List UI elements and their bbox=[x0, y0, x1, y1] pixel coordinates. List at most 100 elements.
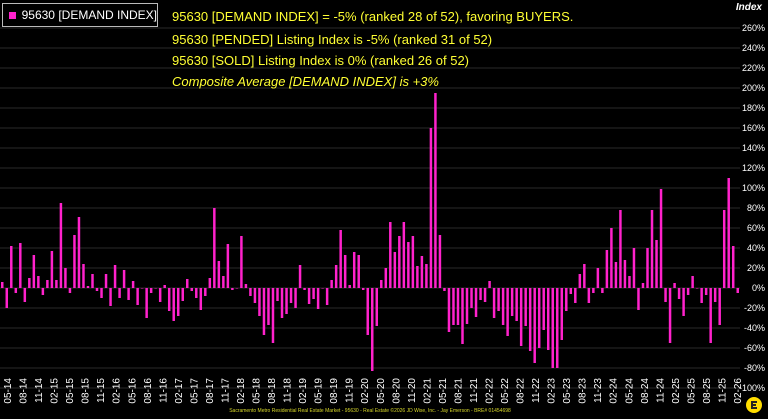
bar bbox=[443, 288, 446, 291]
bar bbox=[501, 288, 505, 325]
x-tick-label: 08-15 bbox=[81, 378, 92, 404]
bar bbox=[222, 276, 225, 288]
x-tick-label: 05-21 bbox=[438, 378, 449, 404]
bar bbox=[5, 288, 9, 308]
bar bbox=[267, 288, 270, 325]
bar bbox=[330, 280, 333, 288]
bar bbox=[217, 261, 221, 288]
x-tick-label: 08-23 bbox=[578, 378, 589, 404]
bar bbox=[556, 288, 559, 368]
bar bbox=[167, 288, 171, 311]
legend: 95630 [DEMAND INDEX] bbox=[2, 3, 158, 27]
y-tick-label: -60% bbox=[744, 343, 765, 353]
y-tick-label: 20% bbox=[747, 263, 765, 273]
bar bbox=[371, 288, 374, 371]
bar bbox=[127, 288, 130, 300]
bar bbox=[213, 208, 216, 288]
bar bbox=[86, 286, 90, 288]
bar bbox=[244, 284, 248, 288]
bar bbox=[334, 265, 338, 288]
x-tick-label: 05-19 bbox=[314, 378, 325, 404]
x-tick-label: 11-17 bbox=[220, 378, 231, 403]
bar bbox=[614, 262, 618, 288]
bar bbox=[131, 281, 135, 288]
y-tick-label: -100% bbox=[739, 383, 765, 393]
bar bbox=[479, 288, 482, 300]
bar bbox=[542, 288, 545, 330]
bar bbox=[704, 288, 708, 295]
x-tick-label: 05-16 bbox=[127, 378, 138, 404]
bar bbox=[316, 288, 320, 309]
bar bbox=[276, 288, 279, 301]
bar bbox=[195, 288, 198, 298]
bar bbox=[208, 278, 212, 288]
bar bbox=[722, 210, 726, 288]
sold-index-note: 95630 [SOLD] Listing Index is 0% (ranked… bbox=[172, 53, 470, 68]
bar bbox=[325, 288, 329, 305]
bar bbox=[700, 288, 703, 303]
bar bbox=[59, 203, 63, 288]
bar bbox=[664, 288, 667, 302]
x-tick-label: 11-23 bbox=[593, 378, 604, 403]
bar bbox=[361, 288, 365, 290]
demand-index-note: 95630 [DEMAND INDEX] = -5% (ranked 28 of… bbox=[172, 9, 574, 24]
bar bbox=[294, 288, 297, 308]
bar bbox=[736, 288, 739, 293]
bar bbox=[28, 278, 31, 288]
x-tick-label: 05-20 bbox=[376, 378, 387, 404]
x-tick-label: 05-23 bbox=[562, 378, 573, 404]
y-tick-label: 260% bbox=[742, 23, 765, 33]
bar bbox=[77, 217, 81, 288]
x-tick-label: 05-17 bbox=[189, 378, 200, 404]
y-tick-label: -80% bbox=[744, 363, 765, 373]
y-tick-label: 160% bbox=[742, 123, 765, 133]
bar bbox=[375, 288, 379, 326]
bar bbox=[668, 288, 672, 343]
bar bbox=[461, 288, 464, 344]
bar bbox=[280, 288, 284, 318]
x-tick-label: 02-26 bbox=[733, 378, 744, 404]
y-tick-label: 60% bbox=[747, 223, 765, 233]
bar bbox=[118, 288, 121, 298]
x-tick-label: 11-14 bbox=[34, 378, 45, 403]
x-tick-label: 02-21 bbox=[422, 378, 433, 404]
bar bbox=[186, 279, 189, 288]
bar bbox=[546, 288, 550, 350]
bar bbox=[384, 268, 388, 288]
legend-label: 95630 [DEMAND INDEX] bbox=[21, 8, 157, 22]
bar bbox=[181, 288, 184, 301]
bar bbox=[528, 288, 532, 351]
bar bbox=[1, 282, 4, 288]
bar bbox=[68, 288, 72, 293]
bar bbox=[650, 210, 654, 288]
bar bbox=[425, 264, 428, 288]
x-tick-label: 08-22 bbox=[516, 378, 527, 404]
y-tick-label: 80% bbox=[747, 203, 765, 213]
x-tick-label: 08-18 bbox=[267, 378, 278, 404]
bar bbox=[91, 274, 94, 288]
bar bbox=[587, 288, 591, 303]
bar bbox=[416, 266, 419, 288]
x-tick-label: 02-23 bbox=[547, 378, 558, 404]
x-tick-label: 02-15 bbox=[50, 378, 61, 404]
bar bbox=[533, 288, 536, 363]
bar bbox=[456, 288, 460, 325]
bar bbox=[253, 288, 257, 303]
x-tick-label: 08-21 bbox=[453, 378, 464, 404]
bar bbox=[537, 288, 541, 348]
x-tick-label: 08-17 bbox=[205, 378, 216, 404]
bar bbox=[348, 285, 351, 288]
bar bbox=[407, 242, 410, 288]
bar bbox=[46, 280, 49, 288]
bar bbox=[19, 243, 22, 288]
bar bbox=[578, 274, 582, 288]
bar bbox=[402, 222, 406, 288]
bar bbox=[474, 288, 478, 317]
bar bbox=[366, 288, 369, 335]
bar bbox=[695, 288, 699, 289]
x-tick-label: 05-15 bbox=[65, 378, 76, 404]
x-tick-label: 08-16 bbox=[143, 378, 154, 404]
bar bbox=[10, 246, 13, 288]
bar bbox=[158, 288, 162, 302]
